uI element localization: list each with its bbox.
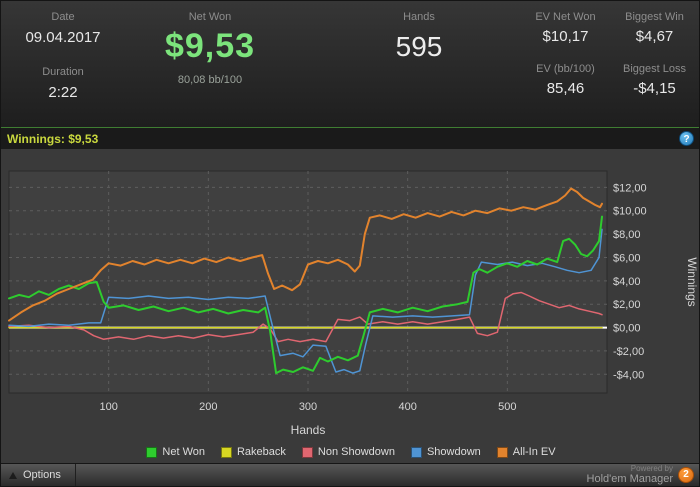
winnings-section-header[interactable]: Winnings: $9,53 ? [1,127,699,149]
options-arrow-icon [9,471,17,479]
legend-label: All-In EV [512,446,556,458]
legend-label: Non Showdown [317,446,395,458]
help-icon[interactable]: ? [679,131,694,146]
biggest-loss-label: Biggest Loss [623,63,686,75]
winnings-chart: $12,00 $10,00 $8,00 $6,00 $4,00 $2,00 $0,00 -$2… [8,170,699,437]
y-tick-label: $2,00 [613,299,641,311]
y-tick-label: $8,00 [613,229,641,241]
x-axis-label: Hands [291,423,326,437]
biggest-loss-value: -$4,15 [633,80,676,97]
legend-item-net-won[interactable]: Net Won [146,446,205,458]
options-label: Options [23,469,61,481]
legend-label: Net Won [162,446,205,458]
x-tick-label: 300 [299,401,317,413]
legend-label: Rakeback [236,446,286,458]
y-tick-label: -$4,00 [613,369,644,381]
net-won-bb100: 80,08 bb/100 [177,74,243,86]
hands-column: Hands 595 [351,11,487,63]
series-all-in-ev [8,187,603,322]
ev-net-won-value: $10,17 [542,28,589,45]
hm2-logo-icon: 2 [678,466,694,483]
legend-swatch-rakeback [220,446,232,458]
legend-swatch-all-in-ev [496,446,508,458]
y-axis-label: Winnings [685,257,699,306]
ev-net-won-label: EV Net Won [535,11,596,23]
hands-value: 595 [395,31,443,62]
biggest-win-value: $4,67 [635,28,674,45]
status-bar: Options Powered by Hold'em Manager 2 [1,463,699,486]
x-tick-label: 200 [199,401,217,413]
session-stats-panel: Date 09.04.2017 Duration 2:22 Net Won $9… [1,1,699,127]
series-non-showdown [8,291,603,343]
duration-value: 2:22 [48,84,78,101]
legend-label: Showdown [426,446,481,458]
date-duration-column: Date 09.04.2017 Duration 2:22 [1,11,125,101]
y-tick-label: -$2,00 [613,346,644,358]
net-won-label: Net Won [188,11,232,23]
hands-label: Hands [403,11,435,23]
y-tick-label: $10,00 [613,206,647,218]
legend-item-showdown[interactable]: Showdown [410,446,481,458]
legend-item-rakeback[interactable]: Rakeback [220,446,286,458]
duration-label: Duration [42,66,84,78]
ev-bb100-label: EV (bb/100) [536,63,595,75]
x-tick-label: 500 [498,401,516,413]
net-won-column: Net Won $9,53 80,08 bb/100 [125,11,295,86]
powered-by-text: Powered by Hold'em Manager [586,463,673,486]
brand-name: Hold'em Manager [586,473,673,486]
legend-swatch-net-won [146,446,158,458]
winnings-graph-panel: $12,00 $10,00 $8,00 $6,00 $4,00 $2,00 $0,00 -$2… [1,149,699,465]
powered-by-line: Powered by [630,463,673,473]
series-showdown [8,228,603,374]
powered-by-block: Powered by Hold'em Manager 2 [586,463,699,486]
legend-swatch-non-showdown [301,446,313,458]
ev-bb100-value: 85,46 [546,80,585,97]
x-tick-label: 400 [398,401,416,413]
legend-swatch-showdown [410,446,422,458]
y-tick-label: $6,00 [613,252,641,264]
y-tick-label: $4,00 [613,276,641,288]
ev-stats-grid: EV Net Won Biggest Win $10,17 $4,67 EV (… [527,11,693,115]
legend-item-non-showdown[interactable]: Non Showdown [301,446,395,458]
net-won-value: $9,53 [164,27,256,65]
plot-area [8,170,608,394]
chart-legend: Net Won Rakeback Non Showdown Showdown All-I… [1,439,699,465]
biggest-win-label: Biggest Win [625,11,684,23]
x-tick-label: 100 [99,401,117,413]
date-label: Date [51,11,75,23]
y-tick-label: $12,00 [613,182,647,194]
options-button[interactable]: Options [1,464,76,486]
y-tick-label: $0,00 [613,323,641,335]
date-value: 09.04.2017 [25,29,101,46]
legend-item-all-in-ev[interactable]: All-In EV [496,446,556,458]
winnings-title: Winnings: $9,53 [7,131,99,146]
series-net-won [8,215,603,375]
